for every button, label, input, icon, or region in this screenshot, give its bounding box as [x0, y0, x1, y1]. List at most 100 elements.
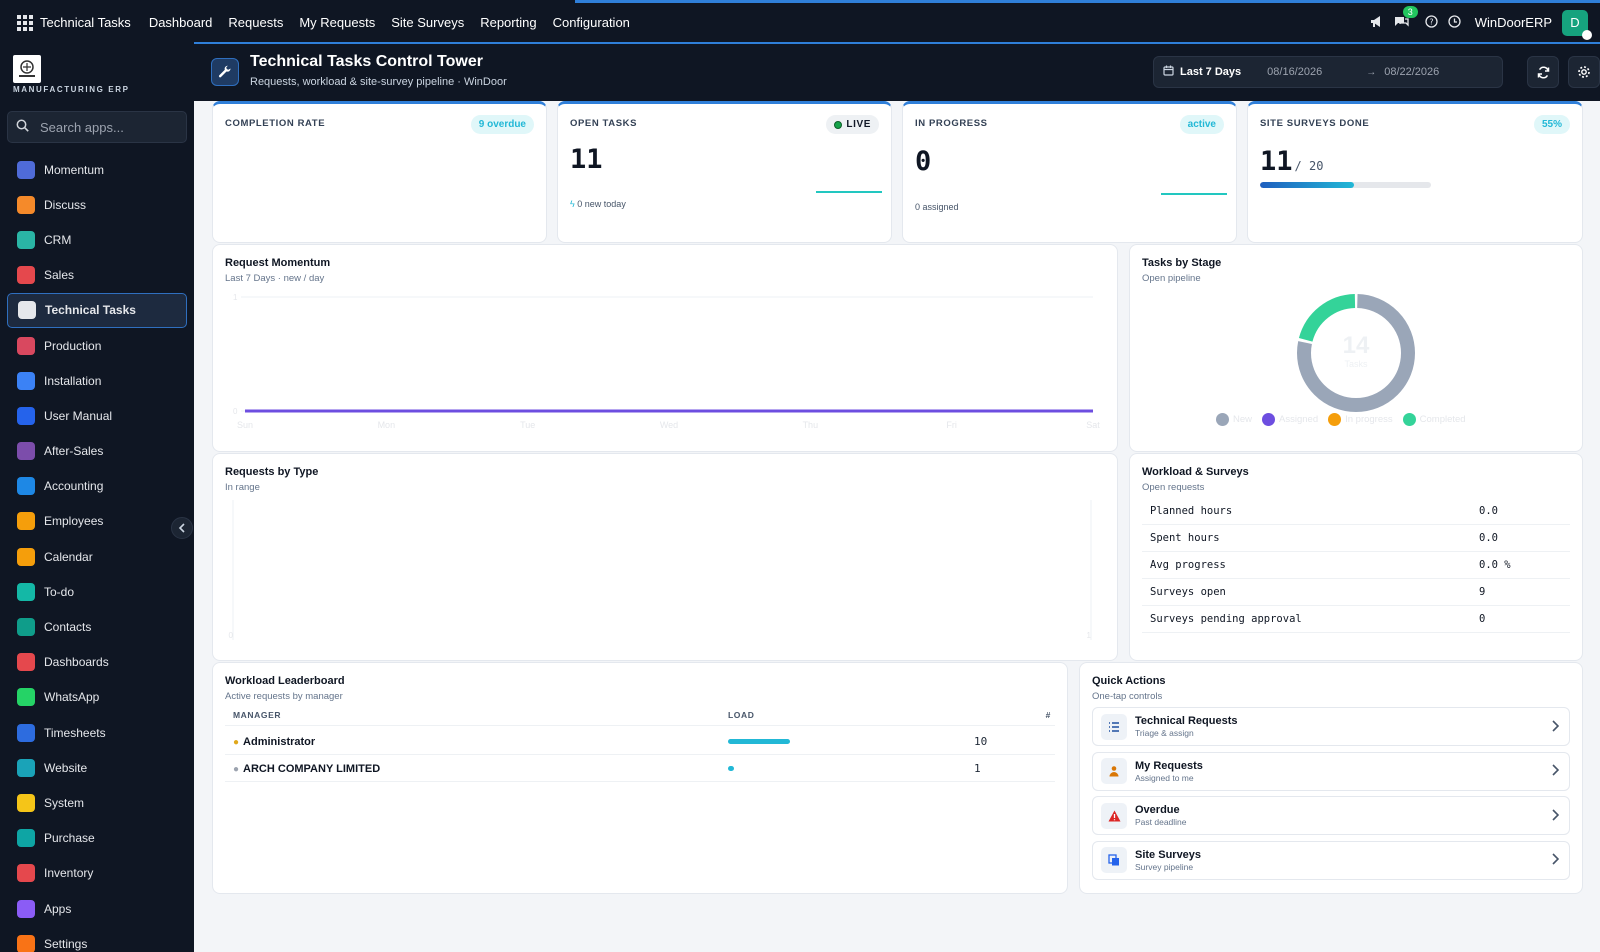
date-to[interactable]: 08/22/2026 [1384, 66, 1440, 78]
x-tick-label: Mon [378, 420, 396, 430]
momentum-icon [17, 160, 35, 179]
donut-center-value: 14 [1343, 332, 1370, 359]
menu-requests[interactable]: Requests [228, 15, 284, 30]
workload-key: Planned hours [1150, 505, 1233, 517]
y-tick-label: 1 [233, 293, 238, 302]
legend-item-completed[interactable]: Completed [1402, 413, 1466, 426]
company-switcher[interactable]: WinDoorERP [1474, 15, 1552, 30]
donut-center-label: Tasks [1344, 359, 1368, 369]
user-avatar[interactable]: D [1562, 9, 1592, 40]
sidebar-item-label: Contacts [44, 620, 92, 635]
x-tick-label: Wed [660, 420, 678, 430]
refresh-icon [1537, 65, 1549, 79]
messages-icon[interactable]: 3 [1394, 5, 1418, 31]
megaphone-icon[interactable] [1370, 15, 1384, 31]
workload-row-spent-hours: Spent hours 0.0 [1142, 525, 1570, 552]
sidebar-item-discuss[interactable]: Discuss [7, 187, 187, 222]
stage-legend: New Assigned In progress Completed [1216, 413, 1466, 426]
workload-value: 9 [1479, 586, 1486, 598]
help-icon[interactable]: ? [1425, 14, 1438, 31]
sidebar-item-website[interactable]: Website [7, 750, 187, 785]
kpi-footnote: 0 assigned [915, 202, 959, 212]
kpi-site-surveys: SITE SURVEYS DONE 55% 11/ 20 [1247, 101, 1583, 243]
legend-item-assigned[interactable]: Assigned [1262, 413, 1318, 426]
accounting-icon [17, 477, 35, 496]
clock-icon[interactable] [1448, 14, 1461, 31]
sidebar-item-calendar[interactable]: Calendar [7, 539, 187, 574]
menu-site-surveys[interactable]: Site Surveys [391, 15, 465, 30]
range-label[interactable]: Last 7 Days [1180, 66, 1242, 78]
collapse-sidebar-button[interactable] [171, 517, 193, 539]
sidebar-item-label: WhatsApp [44, 690, 100, 705]
menu-my-requests[interactable]: My Requests [299, 15, 376, 30]
sidebar-item-purchase[interactable]: Purchase [7, 821, 187, 856]
load-bar-fill [728, 739, 790, 744]
gear-icon [1578, 66, 1590, 78]
card-title: Workload Leaderboard [225, 675, 345, 687]
sidebar-item-system[interactable]: System [7, 785, 187, 820]
sidebar-item-apps[interactable]: Apps [7, 891, 187, 926]
quick-action-overdue[interactable]: Overdue Past deadline [1092, 796, 1570, 835]
sidebar-item-employees[interactable]: Employees [7, 504, 187, 539]
sidebar-item-label: CRM [44, 232, 72, 247]
sidebar-item-label: Settings [44, 936, 88, 951]
leaderboard-row[interactable]: ● Administrator 10 [225, 729, 1055, 755]
quick-action-technical-requests[interactable]: Technical Requests Triage & assign [1092, 707, 1570, 746]
technical-tasks-icon [18, 301, 36, 320]
sidebar-item-timesheets[interactable]: Timesheets [7, 715, 187, 750]
sidebar-item-label: Production [44, 338, 102, 353]
sidebar-item-production[interactable]: Production [7, 328, 187, 363]
top-accent-line [575, 0, 1600, 3]
calendar-icon [17, 547, 35, 566]
settings-button[interactable] [1568, 56, 1600, 88]
card-subtitle: Active requests by manager [225, 691, 343, 702]
sidebar-item-momentum[interactable]: Momentum [7, 152, 187, 187]
legend-item-in-progress[interactable]: In progress [1328, 413, 1393, 426]
menu-configuration[interactable]: Configuration [552, 15, 630, 30]
sidebar-item-label: Inventory [44, 866, 94, 881]
sidebar-item-technical-tasks[interactable]: Technical Tasks [7, 292, 187, 328]
manager-name: ARCH COMPANY LIMITED [243, 762, 381, 775]
legend-item-new[interactable]: New [1216, 413, 1252, 426]
workload-key: Surveys open [1150, 586, 1226, 598]
date-range-picker[interactable]: Last 7 Days 08/16/2026 → 08/22/2026 [1153, 56, 1503, 88]
sidebar-item-user-manual[interactable]: User Manual [7, 398, 187, 433]
sidebar-item-to-do[interactable]: To-do [7, 574, 187, 609]
apps-grid-icon[interactable] [17, 14, 33, 31]
workload-row-planned-hours: Planned hours 0.0 [1142, 498, 1570, 525]
sidebar-item-settings[interactable]: Settings [7, 926, 187, 952]
website-icon [17, 758, 35, 777]
overdue-pill: 9 overdue [470, 115, 534, 134]
sidebar-item-installation[interactable]: Installation [7, 363, 187, 398]
date-from[interactable]: 08/16/2026 [1267, 66, 1323, 78]
menu-reporting[interactable]: Reporting [480, 15, 537, 30]
sidebar-item-contacts[interactable]: Contacts [7, 609, 187, 644]
kpi-completion-rate: COMPLETION RATE 9 overdue [212, 101, 547, 243]
refresh-button[interactable] [1527, 56, 1559, 88]
sidebar-item-label: Momentum [44, 162, 105, 177]
menu-dashboard[interactable]: Dashboard [148, 15, 213, 30]
sidebar-item-dashboards[interactable]: Dashboards [7, 645, 187, 680]
leaderboard-row[interactable]: ● ARCH COMPANY LIMITED 1 [225, 756, 1055, 782]
quick-action-label: Site Surveys [1135, 848, 1202, 861]
sidebar-item-sales[interactable]: Sales [7, 258, 187, 293]
workload-row-avg-progress: Avg progress 0.0 % [1142, 552, 1570, 579]
logo-text: MANUFACTURING ERP [13, 85, 130, 94]
sidebar: MANUFACTURING ERP Momentum Discuss CRM Sale… [0, 42, 194, 952]
sidebar-item-inventory[interactable]: Inventory [7, 856, 187, 891]
sidebar-item-label: User Manual [44, 408, 113, 423]
sidebar-item-whatsapp[interactable]: WhatsApp [7, 680, 187, 715]
load-count: 10 [974, 735, 988, 748]
donut-slice-new[interactable] [1297, 294, 1415, 412]
chevron-right-icon [1551, 763, 1560, 779]
quick-action-my-requests[interactable]: My Requests Assigned to me [1092, 751, 1570, 791]
sidebar-item-after-sales[interactable]: After-Sales [7, 434, 187, 469]
chevron-right-icon [1551, 719, 1560, 735]
sidebar-item-accounting[interactable]: Accounting [7, 469, 187, 504]
workload-row-surveys-open: Surveys open 9 [1142, 579, 1570, 606]
sidebar-item-crm[interactable]: CRM [7, 222, 187, 257]
quick-action-site-surveys[interactable]: Site Surveys Survey pipeline [1092, 840, 1570, 880]
app-search[interactable] [7, 111, 187, 143]
app-name[interactable]: Technical Tasks [40, 15, 131, 30]
search-input[interactable] [40, 119, 180, 135]
